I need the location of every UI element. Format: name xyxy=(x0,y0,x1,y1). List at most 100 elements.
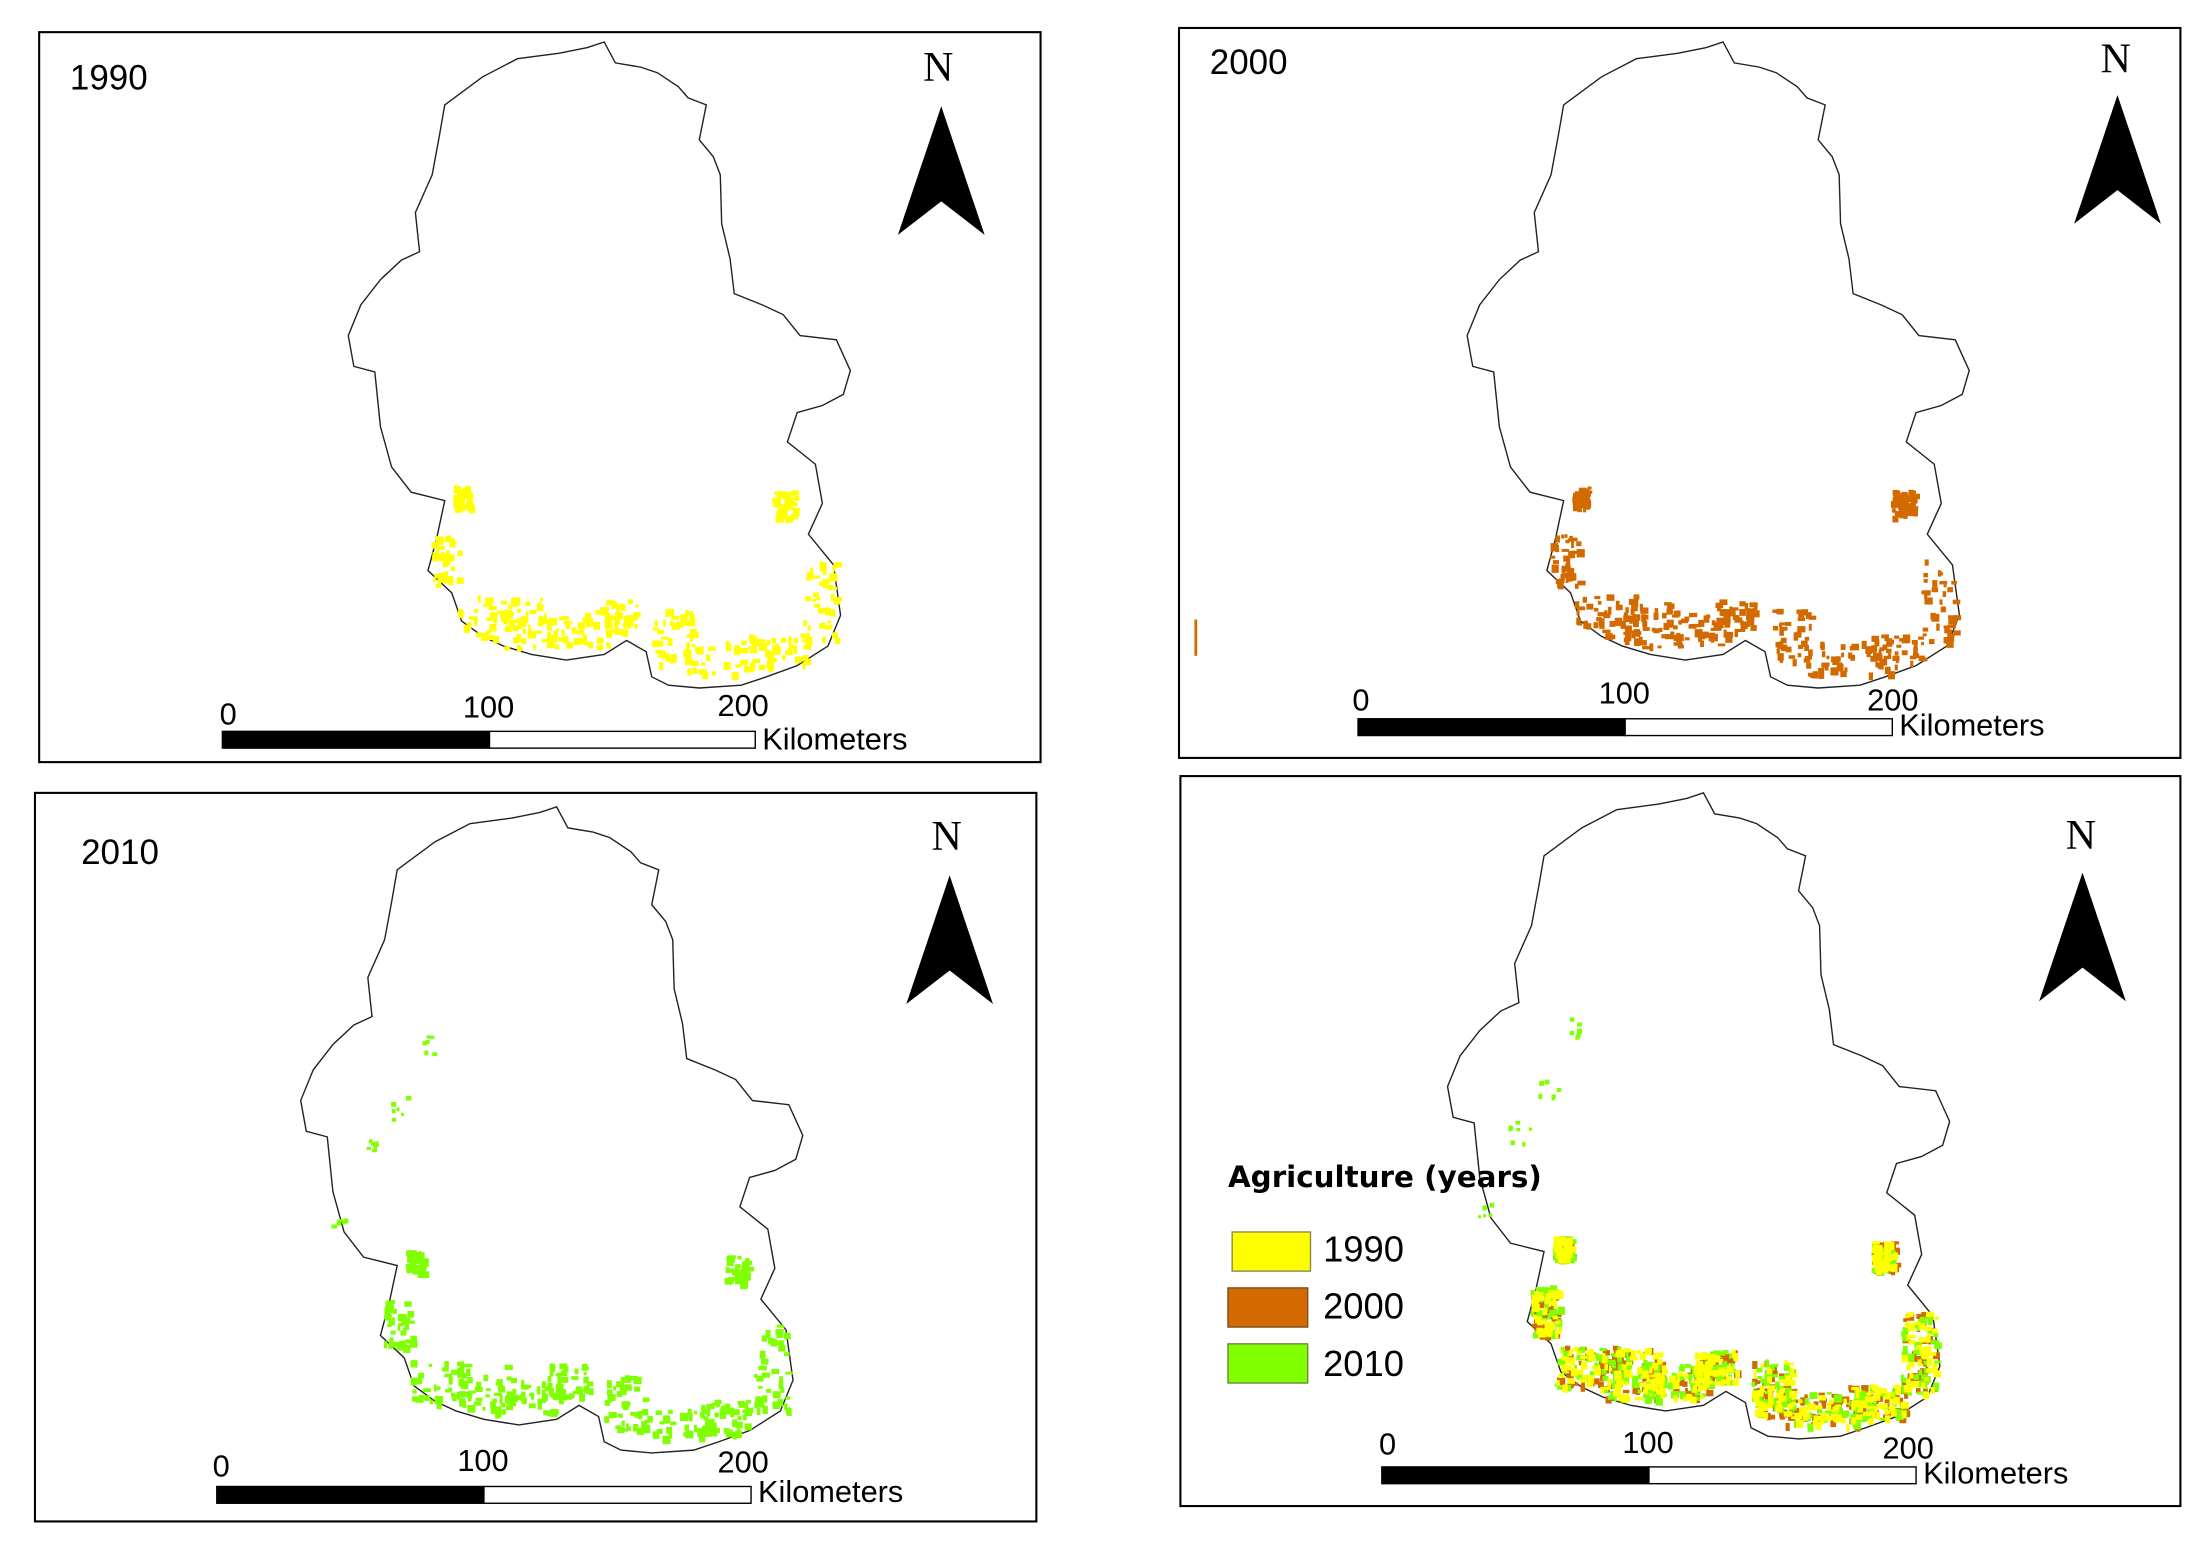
agriculture-patch xyxy=(1559,1349,1563,1354)
agriculture-patch xyxy=(1771,1397,1777,1406)
agriculture-patch xyxy=(584,1385,590,1394)
agriculture-patch xyxy=(1587,486,1592,490)
agriculture-patch xyxy=(566,641,574,649)
agriculture-patch xyxy=(608,1394,616,1401)
agriculture-patch xyxy=(1709,1380,1713,1385)
agriculture-patch xyxy=(1544,1322,1548,1330)
agriculture-patch xyxy=(1933,1382,1940,1390)
agriculture-patch xyxy=(1488,1213,1493,1217)
agriculture-patch xyxy=(600,607,607,611)
agriculture-patch xyxy=(659,1421,665,1425)
agriculture-patch xyxy=(1510,1140,1516,1146)
agriculture-patch xyxy=(1779,629,1784,636)
agriculture-patch xyxy=(1596,1354,1603,1362)
agriculture-patch xyxy=(1581,1361,1588,1370)
agriculture-patch xyxy=(1599,1347,1607,1352)
agriculture-patch xyxy=(1923,1346,1932,1355)
agriculture-patch xyxy=(761,1399,765,1403)
agriculture-patch xyxy=(1766,1367,1771,1375)
agriculture-patch xyxy=(1663,622,1670,631)
agriculture-patch xyxy=(1638,640,1647,646)
agriculture-patch xyxy=(744,1423,752,1431)
agriculture-patch xyxy=(1894,664,1898,671)
agriculture-patch xyxy=(1871,645,1878,652)
agriculture-patch xyxy=(806,571,812,576)
agriculture-patch xyxy=(457,550,463,557)
agriculture-patch xyxy=(1542,1307,1548,1316)
agriculture-patch xyxy=(1760,1393,1768,1398)
agriculture-patch xyxy=(1904,1385,1913,1393)
agriculture-patch xyxy=(1924,591,1928,600)
agriculture-patch xyxy=(1613,1394,1617,1402)
agriculture-patch xyxy=(1946,641,1954,648)
agriculture-patch xyxy=(611,1413,615,1419)
agriculture-patch xyxy=(1892,655,1900,662)
agriculture-patch xyxy=(1892,515,1899,523)
agriculture-patch xyxy=(436,1386,441,1390)
agriculture-patch xyxy=(1918,1323,1926,1330)
scale-bar: 0 100 200 Kilometers xyxy=(1379,1425,2068,1491)
agriculture-patch xyxy=(1943,584,1947,588)
agriculture-patch xyxy=(1906,1312,1914,1318)
agriculture-patch xyxy=(458,1378,463,1387)
agriculture-patch xyxy=(726,1259,734,1267)
agriculture-patch xyxy=(571,1376,579,1380)
agriculture-patch xyxy=(814,603,821,608)
agriculture-patch xyxy=(1807,1412,1810,1419)
agriculture-patch xyxy=(1639,1353,1647,1360)
agriculture-patch xyxy=(568,1393,575,1399)
agriculture-patch xyxy=(1706,614,1711,619)
agriculture-patch xyxy=(453,489,460,494)
agriculture-patch xyxy=(510,611,514,616)
agriculture-patch xyxy=(500,610,508,618)
agriculture-patch xyxy=(1864,1396,1874,1403)
agriculture-patch xyxy=(463,624,471,633)
agriculture-patch xyxy=(1636,1367,1643,1374)
agriculture-patch xyxy=(579,1393,585,1402)
agriculture-patch xyxy=(1879,1248,1883,1254)
agriculture-patch xyxy=(1909,1377,1917,1384)
agriculture-patch xyxy=(1624,640,1630,646)
agriculture-patch xyxy=(1872,1411,1876,1419)
agriculture-patch xyxy=(1516,1127,1521,1132)
agriculture-patch xyxy=(712,671,717,676)
agriculture-patch xyxy=(506,1376,512,1381)
agriculture-patch xyxy=(343,1218,349,1224)
agriculture-patch xyxy=(431,541,439,549)
agriculture-patch xyxy=(1807,1423,1811,1428)
agriculture-patch xyxy=(1678,620,1682,625)
agriculture-patch xyxy=(486,617,495,621)
agriculture-patch xyxy=(1607,1384,1616,1389)
agriculture-patch xyxy=(1578,487,1587,496)
agriculture-patch xyxy=(1632,614,1637,622)
agriculture-patch xyxy=(1901,1354,1908,1363)
agriculture-patch xyxy=(1896,490,1901,498)
agriculture-patch xyxy=(1561,1240,1567,1246)
agriculture-patch xyxy=(1739,601,1746,607)
agriculture-patch xyxy=(1649,643,1654,652)
agriculture-patch xyxy=(584,641,589,646)
agriculture-patch xyxy=(679,1412,689,1421)
agriculture-patch xyxy=(1566,567,1572,573)
agriculture-patch xyxy=(1539,1328,1546,1337)
agriculture-patch xyxy=(582,617,591,624)
agriculture-patch xyxy=(543,1410,549,1416)
agriculture-patch xyxy=(772,1401,780,1410)
agriculture-patch xyxy=(1655,1392,1663,1400)
agriculture-patch xyxy=(783,510,788,516)
agriculture-patch xyxy=(541,638,550,643)
agriculture-patch xyxy=(778,1344,786,1352)
agriculture-patch xyxy=(782,655,786,661)
agriculture-patch xyxy=(1893,1408,1900,1414)
agriculture-patch xyxy=(613,1385,617,1391)
agriculture-patch xyxy=(720,1406,727,1410)
agriculture-patch xyxy=(1823,1415,1831,1422)
agriculture-patch xyxy=(703,1416,709,1421)
agriculture-patch xyxy=(480,633,488,641)
agriculture-patch xyxy=(1669,1375,1676,1383)
agriculture-patch xyxy=(1575,493,1582,502)
agriculture-patch xyxy=(829,624,833,630)
agriculture-patch xyxy=(1899,638,1904,642)
agriculture-patch xyxy=(500,615,509,622)
agriculture-patch xyxy=(549,1365,554,1370)
